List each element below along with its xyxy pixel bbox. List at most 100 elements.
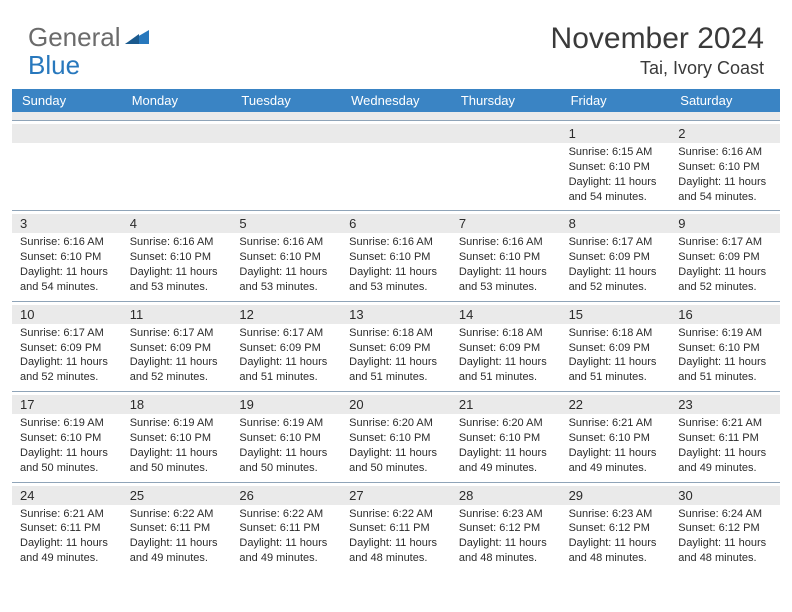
sunset-text: Sunset: 6:09 PM — [349, 341, 443, 356]
sunrise-text: Sunrise: 6:16 AM — [349, 235, 443, 250]
daylight-text: Daylight: 11 hours and 49 minutes. — [239, 536, 333, 566]
sunrise-text: Sunrise: 6:17 AM — [569, 235, 663, 250]
day-cell: 9Sunrise: 6:17 AMSunset: 6:09 PMDaylight… — [670, 211, 780, 300]
day-cell: 11Sunrise: 6:17 AMSunset: 6:09 PMDayligh… — [122, 302, 232, 391]
sunrise-text: Sunrise: 6:15 AM — [569, 145, 663, 160]
day-cell: 8 Sunrise: 6:17 AMSunset: 6:09 PMDaylight… — [561, 211, 671, 300]
day-cell: 13Sunrise: 6:18 AMSunset: 6:09 PMDayligh… — [341, 302, 451, 391]
day-number — [122, 124, 232, 143]
day-header-cell: Friday — [561, 89, 671, 112]
sunrise-text: Sunrise: 6:24 AM — [678, 507, 772, 522]
week-row: 1Sunrise: 6:15 AMSunset: 6:10 PMDaylight… — [12, 120, 780, 210]
sunset-text: Sunset: 6:10 PM — [20, 431, 114, 446]
sunset-text: Sunset: 6:10 PM — [130, 250, 224, 265]
sunset-text: Sunset: 6:09 PM — [569, 250, 663, 265]
day-number: 10 — [12, 305, 122, 324]
sunset-text: Sunset: 6:09 PM — [678, 250, 772, 265]
sunset-text: Sunset: 6:09 PM — [459, 341, 553, 356]
day-header-row: SundayMondayTuesdayWednesdayThursdayFrid… — [12, 89, 780, 112]
day-number: 26 — [231, 486, 341, 505]
sunrise-text: Sunrise: 6:23 AM — [459, 507, 553, 522]
sunrise-text: Sunrise: 6:21 AM — [569, 416, 663, 431]
week-row: 10 Sunrise: 6:17 AM Sunset: 6:09 PM Dayligh… — [12, 301, 780, 391]
daylight-text: Daylight: 11 hours and 53 minutes. — [349, 265, 443, 295]
daylight-text: Daylight: 11 hours and 49 minutes. — [130, 536, 224, 566]
daylight-text: Daylight: 11 hours and 52 minutes. — [569, 265, 663, 295]
daylight-text: Daylight: 11 hours and 49 minutes. — [678, 446, 772, 476]
daylight-text: Daylight: 11 hours and 49 minutes. — [569, 446, 663, 476]
sunset-text: Sunset: 6:12 PM — [678, 521, 772, 536]
sunrise-text: Sunrise: 6:18 AM — [569, 326, 663, 341]
sunset-text: Sunset: 6:11 PM — [20, 521, 114, 536]
day-header-cell: Sunday — [12, 89, 122, 112]
sunrise-text: Sunrise: 6:18 AM — [349, 326, 443, 341]
sunrise-text: Sunrise: 6:16 AM — [678, 145, 772, 160]
sunset-text: Sunset: 6:10 PM — [239, 431, 333, 446]
day-number: 22 — [561, 395, 671, 414]
sunrise-text: Sunrise: 6:21 AM — [20, 507, 114, 522]
sunrise-text: Sunrise: 6:16 AM — [130, 235, 224, 250]
day-number: 8 — [561, 214, 671, 233]
location: Tai, Ivory Coast — [551, 58, 764, 79]
sunrise-text: Sunrise: 6:19 AM — [678, 326, 772, 341]
day-cell — [122, 121, 232, 210]
sunset-text: Sunset: 6:12 PM — [459, 521, 553, 536]
sunrise-text: Sunrise: 6:17 AM — [130, 326, 224, 341]
day-number: 12 — [231, 305, 341, 324]
day-cell: 4 Sunrise: 6:16 AMSunset: 6:10 PMDaylight… — [122, 211, 232, 300]
day-number: 7 — [451, 214, 561, 233]
sunrise-text: Sunrise: 6:22 AM — [349, 507, 443, 522]
day-cell: 16Sunrise: 6:19 AMSunset: 6:10 PMDayligh… — [670, 302, 780, 391]
day-number: 29 — [561, 486, 671, 505]
day-number: 23 — [670, 395, 780, 414]
day-number — [231, 124, 341, 143]
month-title: November 2024 — [551, 22, 764, 56]
sunset-text: Sunset: 6:11 PM — [130, 521, 224, 536]
day-number: 4 — [122, 214, 232, 233]
day-header-cell: Monday — [122, 89, 232, 112]
daylight-text: Daylight: 11 hours and 53 minutes. — [459, 265, 553, 295]
day-cell: 29Sunrise: 6:23 AMSunset: 6:12 PMDayligh… — [561, 483, 671, 572]
day-cell: 7Sunrise: 6:16 AMSunset: 6:10 PMDaylight… — [451, 211, 561, 300]
daylight-text: Daylight: 11 hours and 53 minutes. — [130, 265, 224, 295]
daylight-text: Daylight: 11 hours and 54 minutes. — [678, 175, 772, 205]
day-number: 24 — [12, 486, 122, 505]
day-cell: 27Sunrise: 6:22 AMSunset: 6:11 PMDayligh… — [341, 483, 451, 572]
sunrise-text: Sunrise: 6:20 AM — [349, 416, 443, 431]
day-cell: 2Sunrise: 6:16 AMSunset: 6:10 PMDaylight… — [670, 121, 780, 210]
sunset-text: Sunset: 6:10 PM — [130, 431, 224, 446]
sunrise-text: Sunrise: 6:20 AM — [459, 416, 553, 431]
sunset-text: Sunset: 6:10 PM — [239, 250, 333, 265]
day-cell: 18Sunrise: 6:19 AMSunset: 6:10 PMDayligh… — [122, 392, 232, 481]
sunset-text: Sunset: 6:11 PM — [678, 431, 772, 446]
daylight-text: Daylight: 11 hours and 48 minutes. — [678, 536, 772, 566]
day-cell: 30Sunrise: 6:24 AMSunset: 6:12 PMDayligh… — [670, 483, 780, 572]
day-cell: 23Sunrise: 6:21 AMSunset: 6:11 PMDayligh… — [670, 392, 780, 481]
sunrise-text: Sunrise: 6:17 AM — [678, 235, 772, 250]
calendar: SundayMondayTuesdayWednesdayThursdayFrid… — [0, 89, 792, 572]
day-number — [341, 124, 451, 143]
sunrise-text: Sunrise: 6:16 AM — [20, 235, 114, 250]
title-block: November 2024 Tai, Ivory Coast — [551, 22, 764, 79]
day-number: 5 — [231, 214, 341, 233]
day-cell: 19Sunrise: 6:19 AMSunset: 6:10 PMDayligh… — [231, 392, 341, 481]
sunset-text: Sunset: 6:10 PM — [459, 431, 553, 446]
day-cell — [12, 121, 122, 210]
day-number: 25 — [122, 486, 232, 505]
sunrise-text: Sunrise: 6:22 AM — [239, 507, 333, 522]
daylight-text: Daylight: 11 hours and 48 minutes. — [349, 536, 443, 566]
day-header-cell: Tuesday — [231, 89, 341, 112]
sunset-text: Sunset: 6:09 PM — [20, 341, 114, 356]
sunrise-text: Sunrise: 6:19 AM — [130, 416, 224, 431]
day-cell: 17Sunrise: 6:19 AMSunset: 6:10 PMDayligh… — [12, 392, 122, 481]
logo-text-1: General — [28, 22, 121, 53]
day-number: 17 — [12, 395, 122, 414]
daylight-text: Daylight: 11 hours and 48 minutes. — [459, 536, 553, 566]
sunset-text: Sunset: 6:10 PM — [349, 250, 443, 265]
daylight-text: Daylight: 11 hours and 49 minutes. — [459, 446, 553, 476]
day-number: 9 — [670, 214, 780, 233]
daylight-text: Daylight: 11 hours and 51 minutes. — [239, 355, 333, 385]
sunrise-text: Sunrise: 6:16 AM — [459, 235, 553, 250]
day-cell: 21Sunrise: 6:20 AMSunset: 6:10 PMDayligh… — [451, 392, 561, 481]
day-cell: 15Sunrise: 6:18 AMSunset: 6:09 PMDayligh… — [561, 302, 671, 391]
